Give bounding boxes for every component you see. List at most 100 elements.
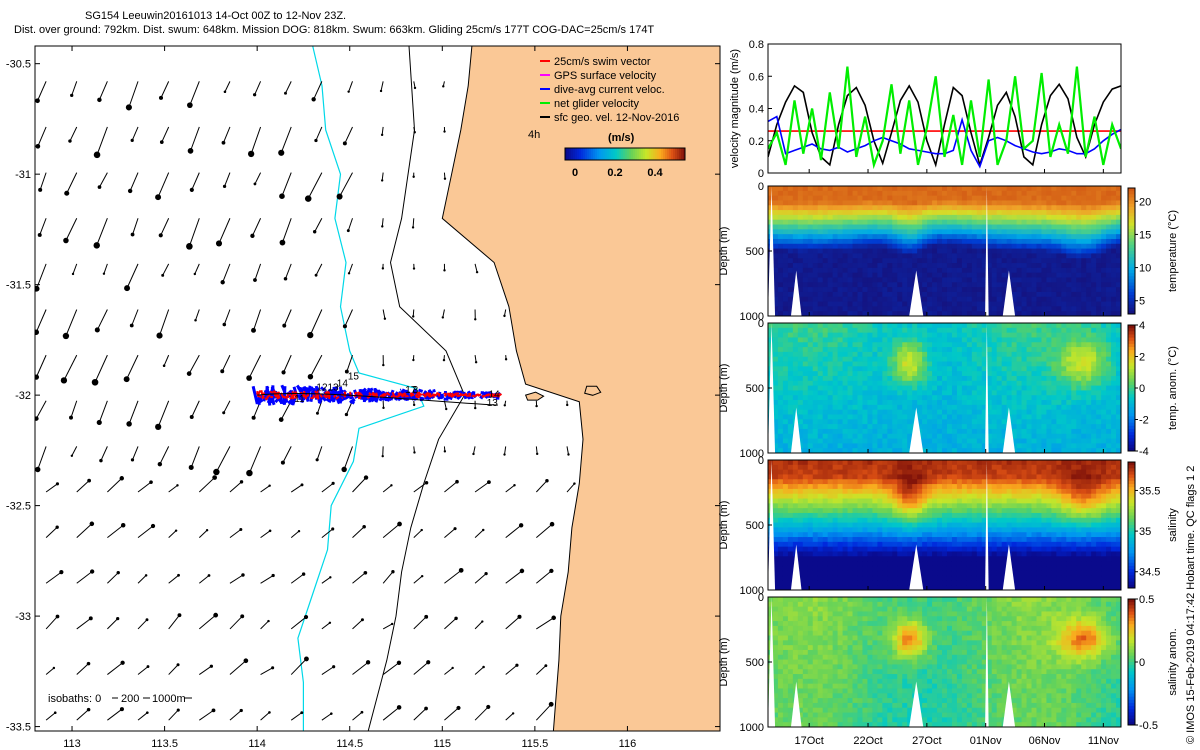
section-cell — [917, 243, 923, 250]
section-cell — [877, 424, 883, 430]
section-cell — [797, 258, 804, 264]
flow-vector — [199, 709, 214, 721]
section-cell — [986, 277, 993, 283]
section-cell — [991, 238, 998, 245]
track-swim-vector — [285, 394, 289, 398]
colorbar-cell — [619, 148, 622, 160]
section-cell — [922, 272, 928, 279]
section-cell — [782, 214, 789, 221]
section-cell — [887, 282, 893, 288]
section-cell — [877, 306, 883, 312]
section-cell — [1041, 272, 1048, 279]
section-cell — [942, 210, 948, 216]
flow-vector — [37, 81, 47, 101]
flow-vector — [35, 400, 47, 419]
map-x-tick-label: 116 — [619, 738, 637, 750]
section-cell — [822, 351, 829, 358]
section-cell — [877, 234, 883, 240]
section-cell — [897, 404, 903, 411]
section-cell — [837, 248, 844, 254]
flow-vector-head — [307, 374, 314, 380]
section-cell — [892, 282, 898, 288]
section-cell — [797, 219, 804, 226]
section-cell — [1016, 380, 1023, 387]
section-cell — [932, 229, 938, 235]
section-cell — [1021, 385, 1028, 391]
section-cell — [942, 351, 948, 358]
section-cell — [1061, 380, 1067, 387]
section-cell — [842, 282, 849, 288]
section-cell — [946, 291, 953, 298]
section-cell — [902, 210, 908, 216]
section-cell — [922, 428, 928, 435]
section-cell — [971, 306, 978, 312]
section-cell — [1026, 375, 1033, 382]
section-cell — [777, 272, 784, 279]
section-cell — [1036, 371, 1043, 377]
section-cell — [1101, 224, 1107, 230]
section-cell — [927, 263, 933, 269]
section-cell — [797, 438, 804, 444]
section-cell — [837, 380, 844, 387]
section-cell — [827, 296, 834, 303]
section-cell — [787, 327, 794, 334]
colorbar-cell — [683, 148, 686, 160]
section-cell — [847, 219, 854, 226]
section-cell — [986, 205, 993, 211]
section-cell — [1051, 433, 1057, 440]
section-cell — [912, 234, 918, 240]
section-cell — [1031, 263, 1038, 269]
section-cell — [817, 258, 824, 264]
section-cell — [951, 301, 958, 307]
section-cell — [956, 366, 963, 372]
section-cell — [937, 380, 943, 387]
section-cell — [922, 248, 928, 254]
section-cell — [787, 291, 794, 298]
section-cell — [797, 404, 804, 411]
section-cell — [787, 229, 794, 235]
section-cell — [867, 253, 874, 259]
section-cell — [902, 390, 908, 396]
section-cell — [832, 323, 839, 329]
section-cell — [996, 395, 1003, 401]
section-cell — [852, 263, 859, 269]
flow-vector — [472, 446, 476, 455]
section-cell — [1046, 287, 1052, 293]
section-cell — [802, 291, 809, 298]
section-cell — [882, 375, 888, 382]
section-cell — [1086, 409, 1092, 416]
section-cell — [1071, 361, 1077, 367]
flow-vector — [229, 615, 243, 630]
section-cell — [951, 248, 958, 254]
section-cell — [1041, 263, 1048, 269]
section-cell — [961, 282, 968, 288]
section-cell — [768, 186, 774, 192]
section-cell — [787, 438, 794, 444]
flow-vector — [254, 172, 262, 185]
flow-vector-head — [127, 188, 133, 194]
section-cell — [996, 332, 1003, 339]
section-cell — [922, 214, 928, 221]
section-cell — [1086, 433, 1092, 440]
colorbar-cell — [621, 148, 624, 160]
section-cell — [1061, 200, 1067, 206]
section-cell — [976, 337, 983, 343]
section-cell — [877, 224, 883, 230]
section-cell — [1091, 323, 1097, 329]
flow-vector — [35, 354, 47, 378]
flow-vector-head — [412, 403, 416, 407]
section-cell — [1016, 214, 1023, 221]
section-cell — [956, 306, 963, 312]
section-cell — [817, 414, 824, 420]
section-cell — [976, 287, 983, 293]
section-cell — [932, 327, 938, 334]
section-cell — [1051, 282, 1057, 288]
section-cell — [1021, 327, 1028, 334]
section-cell — [1086, 371, 1092, 377]
flow-vector — [160, 81, 170, 99]
section-cell — [882, 238, 888, 245]
section-cell — [1116, 238, 1121, 245]
section-cell — [986, 301, 993, 307]
section-cell — [981, 409, 988, 416]
flow-vector-head — [176, 663, 180, 667]
